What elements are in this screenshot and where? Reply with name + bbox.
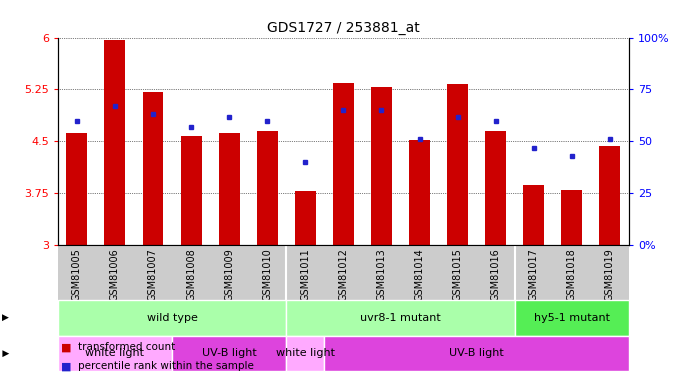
Text: GSM81010: GSM81010 [262,248,272,301]
Bar [286,336,324,371]
Bar [58,336,172,371]
Text: GSM81006: GSM81006 [110,248,120,301]
Text: UV-B light: UV-B light [202,348,256,358]
Text: hy5-1 mutant: hy5-1 mutant [534,313,610,323]
Bar [600,146,620,245]
Text: stress  ▶: stress ▶ [0,349,10,358]
Bar [257,131,277,245]
Text: GSM81018: GSM81018 [567,248,577,301]
Text: transformed count: transformed count [78,342,175,352]
Text: ■: ■ [61,342,71,352]
Text: GSM81015: GSM81015 [453,248,462,301]
Text: GSM81016: GSM81016 [491,248,500,301]
Bar [447,84,468,245]
Text: GSM81014: GSM81014 [415,248,424,301]
Bar [58,300,286,336]
Text: white light: white light [86,348,144,358]
Bar [181,136,201,245]
Text: UV-B light: UV-B light [449,348,504,358]
Bar [371,87,392,245]
Text: GSM81019: GSM81019 [605,248,615,301]
Text: genotype/variation  ▶: genotype/variation ▶ [0,314,10,322]
Text: wild type: wild type [147,313,197,323]
Text: GSM81007: GSM81007 [148,248,158,301]
Text: percentile rank within the sample: percentile rank within the sample [78,361,254,371]
Text: GSM81017: GSM81017 [529,248,539,301]
Text: GSM81009: GSM81009 [224,248,234,301]
Bar [286,300,515,336]
Text: uvr8-1 mutant: uvr8-1 mutant [360,313,441,323]
Bar [333,82,354,245]
Text: GSM81008: GSM81008 [186,248,196,301]
Bar [172,336,286,371]
Text: white light: white light [276,348,335,358]
Bar [219,133,239,245]
Bar [515,300,629,336]
Text: GSM81011: GSM81011 [301,248,310,301]
Bar [295,191,316,245]
Bar [143,92,163,245]
Bar [409,140,430,245]
Bar [486,131,506,245]
Bar [562,190,582,245]
Bar [67,133,87,245]
Title: GDS1727 / 253881_at: GDS1727 / 253881_at [267,21,420,35]
Text: GSM81013: GSM81013 [377,248,386,301]
Text: GSM81005: GSM81005 [72,248,82,301]
Bar [324,336,629,371]
Bar [105,40,125,245]
Text: ■: ■ [61,361,71,371]
Bar [524,185,544,245]
Text: GSM81012: GSM81012 [339,248,348,301]
